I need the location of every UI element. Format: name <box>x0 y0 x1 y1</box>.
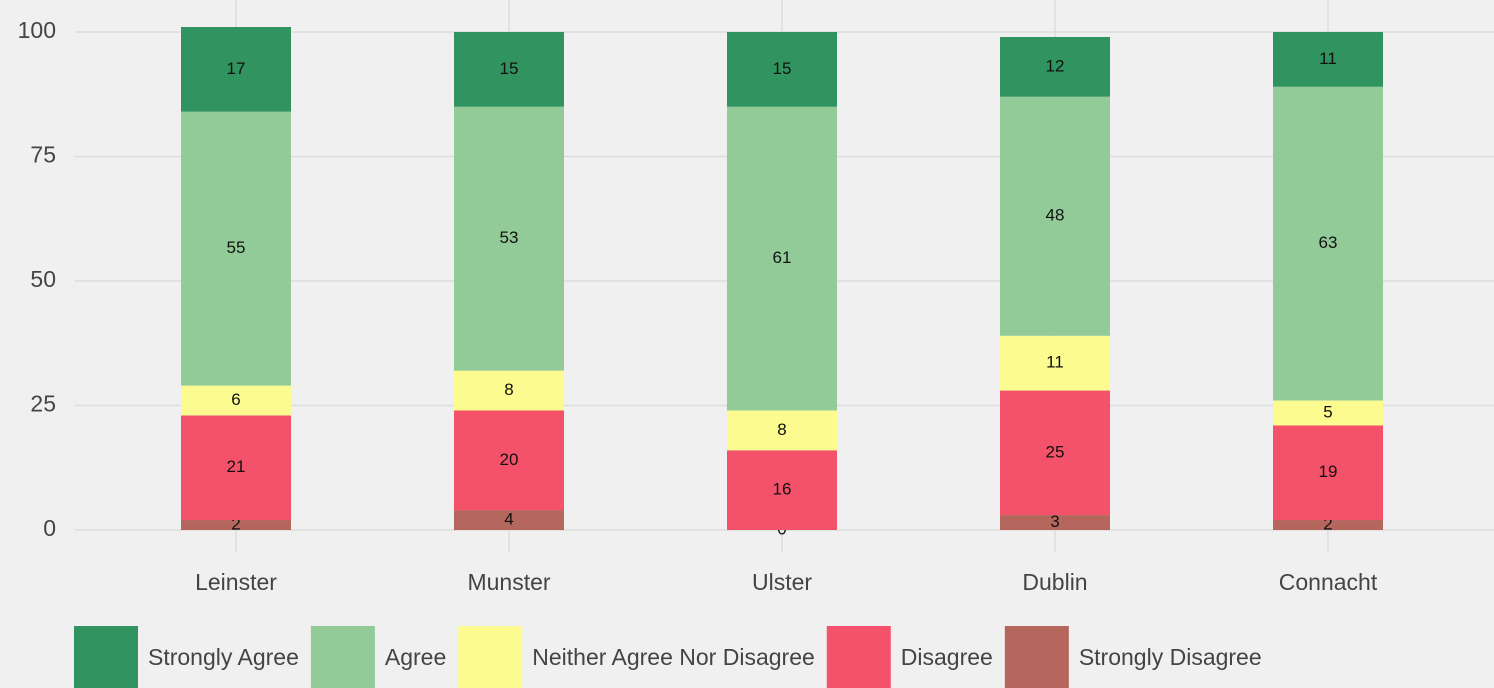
bar-segment <box>1273 425 1383 521</box>
data-label: 5 <box>1323 402 1332 421</box>
bar-segment <box>1273 520 1383 530</box>
bar-segment <box>454 106 564 371</box>
legend-label: Neither Agree Nor Disagree <box>532 644 815 670</box>
data-label: 19 <box>1319 462 1338 481</box>
data-label: 6 <box>231 390 240 409</box>
bar-segment <box>1000 96 1110 336</box>
x-tick-label: Ulster <box>752 569 812 595</box>
x-tick-label: Munster <box>467 569 550 595</box>
bar-segment <box>727 450 837 530</box>
y-tick-label: 50 <box>30 266 56 292</box>
bar-segment <box>1273 32 1383 87</box>
data-label: 48 <box>1046 206 1065 225</box>
bar-segment <box>727 106 837 411</box>
bar-segment <box>181 520 291 530</box>
y-tick-label: 100 <box>18 17 56 43</box>
bar-segment <box>181 27 291 112</box>
data-label: 63 <box>1319 233 1338 252</box>
data-label: 11 <box>1046 353 1064 372</box>
x-tick-label: Leinster <box>195 569 277 595</box>
data-label: 11 <box>1319 49 1337 68</box>
bar-segment <box>454 370 564 411</box>
data-label: 17 <box>227 59 246 78</box>
data-label: 16 <box>773 480 792 499</box>
data-label: 20 <box>500 450 519 469</box>
data-label: 61 <box>773 248 792 267</box>
legend-swatch <box>310 626 375 688</box>
data-label: 4 <box>504 510 513 529</box>
legend-swatch <box>826 626 891 688</box>
bar-segment <box>1273 400 1383 426</box>
legend-label: Disagree <box>901 644 993 670</box>
data-label: 53 <box>500 228 519 247</box>
bar-segment <box>454 410 564 511</box>
bar-segment <box>1273 86 1383 401</box>
y-tick-label: 0 <box>43 515 56 541</box>
y-tick-label: 75 <box>30 142 56 168</box>
data-label: 2 <box>231 515 240 534</box>
bar-segment <box>454 510 564 530</box>
data-label: 12 <box>1046 56 1065 75</box>
x-tick-label: Connacht <box>1279 569 1378 595</box>
data-label: 15 <box>773 59 792 78</box>
bar-segment <box>181 385 291 416</box>
bar-segment <box>1000 390 1110 516</box>
legend-swatch <box>1004 626 1069 688</box>
data-label: 2 <box>1323 515 1332 534</box>
data-label: 8 <box>504 380 513 399</box>
legend-swatch <box>74 626 138 688</box>
data-label: 55 <box>227 238 246 257</box>
data-label: 3 <box>1050 512 1059 531</box>
bar-segment <box>181 111 291 386</box>
bar-segment <box>727 32 837 107</box>
bar-segment <box>727 410 837 451</box>
data-label: 8 <box>777 420 786 439</box>
legend-swatch <box>458 626 523 688</box>
bar-segment <box>454 32 564 107</box>
legend-label: Agree <box>385 644 446 670</box>
data-label: 21 <box>227 457 246 476</box>
bar-segment <box>1000 335 1110 391</box>
bar-segment <box>1000 515 1110 530</box>
data-label: 25 <box>1046 442 1065 461</box>
bar-segment <box>181 415 291 521</box>
legend-label: Strongly Agree <box>148 644 299 670</box>
legend-label: Strongly Disagree <box>1079 644 1262 670</box>
y-tick-label: 25 <box>30 391 56 417</box>
data-label: 15 <box>500 59 519 78</box>
x-tick-label: Dublin <box>1022 569 1087 595</box>
bar-segment <box>1000 36 1110 97</box>
